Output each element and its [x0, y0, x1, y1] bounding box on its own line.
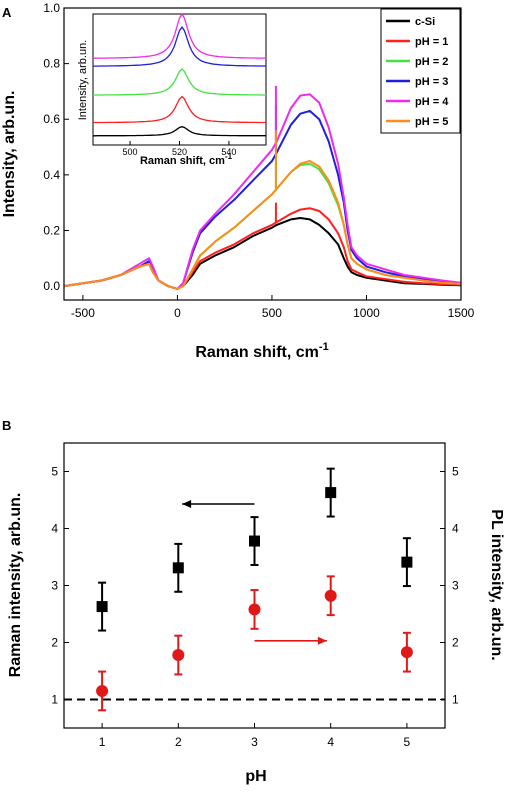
- panel-label-a: A: [2, 5, 12, 20]
- panel-a-x-axis-label: Raman shift, cm-1: [195, 341, 328, 361]
- x-tick-label: 3: [251, 735, 258, 749]
- legend-label: pH = 3: [415, 76, 448, 88]
- panel-a-lines: [63, 85, 462, 290]
- panel-b-frame: [63, 442, 446, 729]
- inset-x-axis-label: Raman shift, cm-1: [140, 152, 233, 167]
- raman-point: [96, 601, 108, 613]
- legend-label: pH = 1: [415, 36, 448, 48]
- x-tick-label: 1500: [448, 306, 475, 320]
- inset-x-tick-label: 500: [123, 147, 138, 157]
- y-tick-label-left: 3: [51, 579, 58, 593]
- legend: c-Si pH = 1 pH = 2 pH = 3 pH = 4 pH = 5: [380, 8, 461, 134]
- inset-frame: [92, 13, 267, 146]
- inset-series-line: [93, 95, 266, 124]
- y-tick-label-right: 1: [452, 693, 459, 707]
- y-tick-label-right: 2: [452, 636, 459, 650]
- inset-ticks: 500 520 540: [123, 141, 236, 157]
- panel-b: B 1 2 3 4 5 1 1 2 2 3 3 4 4 5 5 pH Raman intensity, ar…: [2, 418, 505, 785]
- series-line: [63, 162, 462, 290]
- pl-point: [96, 684, 109, 697]
- raman-point: [401, 556, 413, 568]
- y-tick-label-right: 5: [452, 465, 459, 479]
- panel-b-right-y-axis-label: PL intensity, arb.un.: [488, 509, 505, 660]
- y-tick-label: 0.6: [43, 112, 60, 126]
- panel-b-x-axis-label: pH: [245, 768, 266, 785]
- y-tick-label-left: 1: [51, 693, 58, 707]
- pl-point: [400, 646, 413, 659]
- y-tick-label: 0.2: [43, 223, 60, 237]
- inset-x-tick-label: 540: [221, 147, 236, 157]
- inset-x-tick-label: 520: [172, 147, 187, 157]
- panel-b-points: [96, 467, 413, 712]
- x-tick-label: 500: [262, 306, 282, 320]
- legend-box: [380, 8, 461, 134]
- pl-point: [248, 603, 261, 616]
- y-tick-label: 0.8: [43, 57, 60, 71]
- arrow-head: [182, 499, 192, 508]
- pl-point: [172, 649, 185, 662]
- inset-series-line: [93, 12, 266, 59]
- y-tick-label-right: 4: [452, 522, 459, 536]
- inset-series-line: [93, 126, 266, 137]
- panel-a-tick-labels: -500 0 500 1000 1500 0.0 0.2 0.4 0.6 0.8 1.0: [43, 1, 474, 320]
- y-tick-label: 1.0: [43, 1, 60, 15]
- y-tick-label: 0.4: [43, 168, 60, 182]
- inset-y-axis-label: Intensity, arb.un.: [77, 40, 89, 121]
- panel-a: A -500 0 500 1000 1500 0.0 0.2 0.4 0.6 0.8 1.0 Ram…: [1, 1, 475, 361]
- x-tick-label: 1000: [353, 306, 380, 320]
- x-tick-label: 0: [174, 306, 181, 320]
- raman-point: [249, 535, 260, 547]
- raman-point: [172, 562, 184, 574]
- raman-point: [325, 487, 337, 499]
- y-tick-label: 0.0: [43, 279, 60, 293]
- arrow-head: [317, 636, 327, 645]
- x-tick-label: 2: [175, 735, 182, 749]
- panel-label-b: B: [2, 418, 11, 433]
- legend-label: c-Si: [415, 16, 435, 28]
- inset-lines: [93, 12, 267, 137]
- legend-label: pH = 4: [415, 96, 449, 108]
- panel-a-y-axis-label: Intensity, arb.un.: [1, 91, 18, 218]
- panel-b-left-y-axis-label: Raman intensity, arb.un.: [7, 493, 24, 678]
- x-tick-label: -500: [71, 306, 95, 320]
- panel-a-frame: [63, 7, 462, 301]
- x-tick-label: 1: [99, 735, 106, 749]
- y-tick-label-left: 4: [51, 522, 58, 536]
- legend-label: pH = 5: [415, 116, 448, 128]
- y-tick-label-left: 5: [51, 465, 58, 479]
- x-tick-label: 4: [327, 735, 334, 749]
- pl-point: [324, 589, 337, 602]
- inset-chart: 500 520 540 Raman shift, cm-1 Intensity, a…: [77, 12, 267, 167]
- axis-arrows: [182, 499, 327, 645]
- series-line: [63, 160, 462, 290]
- x-tick-label: 5: [404, 735, 411, 749]
- panel-b-tick-labels: 1 2 3 4 5 1 1 2 2 3 3 4 4 5 5: [51, 465, 459, 750]
- y-tick-label-left: 2: [51, 636, 58, 650]
- legend-label: pH = 2: [415, 56, 448, 68]
- inset-series-line: [93, 68, 266, 96]
- y-tick-label-right: 3: [452, 579, 459, 593]
- inset-series-line: [93, 25, 267, 67]
